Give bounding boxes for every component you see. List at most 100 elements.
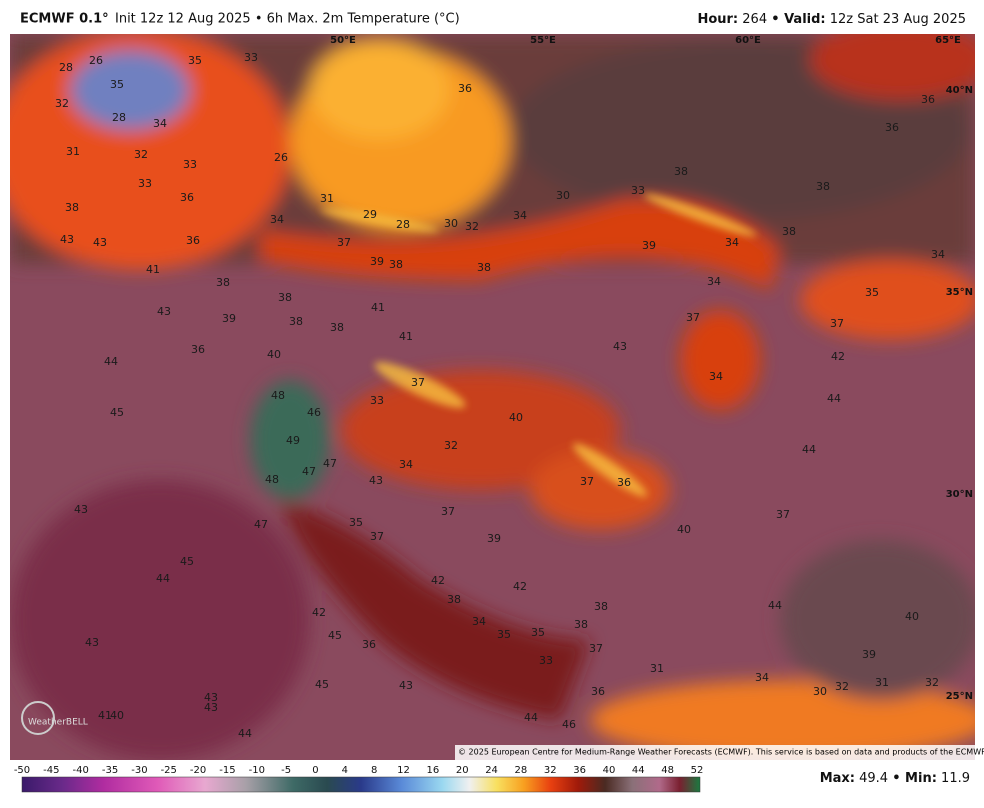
temperature-label: 33 [183,158,197,171]
temperature-label: 34 [707,275,721,288]
model-name: ECMWF 0.1° [20,12,109,27]
temperature-label: 45 [180,555,194,568]
temperature-label: 35 [110,78,124,91]
copyright-box [455,745,975,760]
min-label: • Min: [892,771,937,786]
temperature-label: 34 [399,458,413,471]
temperature-label: 41 [399,330,413,343]
temperature-label: 35 [865,286,879,299]
temperature-label: 26 [89,54,103,67]
temperature-label: 34 [270,213,284,226]
temperature-label: 37 [441,505,455,518]
temperature-label: 42 [831,350,845,363]
temperature-label: 34 [513,209,527,222]
colorbar-tick-label: 12 [397,765,410,776]
longitude-label: 50°E [330,35,356,46]
longitude-label: 55°E [530,35,556,46]
colorbar-tick-label: 8 [371,765,377,776]
temperature-label: 36 [591,685,605,698]
max-label: Max: [820,771,855,786]
temperature-label: 30 [556,189,570,202]
temperature-label: 35 [349,516,363,529]
temperature-label: 34 [709,370,723,383]
temperature-label: 32 [465,220,479,233]
colorbar-tick-label: 16 [427,765,440,776]
latitude-label: 30°N [946,489,973,500]
temperature-label: 40 [905,610,919,623]
colorbar [21,776,701,793]
temperature-label: 38 [278,291,292,304]
temperature-label: 44 [802,443,816,456]
temperature-label: 38 [216,276,230,289]
temperature-label: 38 [65,201,79,214]
temperature-label: 43 [93,236,107,249]
colorbar-tick-label: 52 [691,765,704,776]
temperature-label: 41 [146,263,160,276]
temperature-label: 36 [180,191,194,204]
temperature-label: 36 [186,234,200,247]
temperature-label: 42 [513,580,527,593]
temperature-label: 49 [286,434,300,447]
temperature-label: 42 [312,606,326,619]
hour-label: Hour: [697,12,738,27]
colorbar-tick-label: -15 [219,765,235,776]
temperature-label: 47 [302,465,316,478]
temperature-label: 39 [222,312,236,325]
temperature-label: 35 [531,626,545,639]
temperature-label: 39 [642,239,656,252]
latitude-label: 40°N [946,85,973,96]
colorbar-tick-label: 44 [632,765,645,776]
temperature-label: 48 [265,473,279,486]
temperature-label: 43 [74,503,88,516]
colorbar-tick-label: -35 [102,765,118,776]
temperature-label: 37 [337,236,351,249]
temperature-label: 33 [244,51,258,64]
temperature-label: 37 [589,642,603,655]
temperature-label: 44 [768,599,782,612]
latitude-label: 25°N [946,691,973,702]
colorbar-tick-label: 24 [485,765,498,776]
temperature-label: 45 [110,406,124,419]
colorbar-tick-label: 20 [456,765,469,776]
temperature-label: 41 [98,709,112,722]
temperature-label: 44 [156,572,170,585]
temperature-label: 48 [271,389,285,402]
colorbar-tick-label: 4 [342,765,348,776]
copyright: © 2025 European Centre for Medium-Range … [458,748,984,757]
temperature-label: 32 [134,148,148,161]
longitude-label: 60°E [735,35,761,46]
temperature-label: 34 [755,671,769,684]
temperature-label: 34 [725,236,739,249]
temperature-label: 40 [110,709,124,722]
temperature-label: 43 [204,701,218,714]
temperature-label: 45 [328,629,342,642]
temperature-label: 33 [631,184,645,197]
temperature-label: 43 [369,474,383,487]
valid-label: • Valid: [771,12,825,27]
temperature-label: 39 [370,255,384,268]
temperature-label: 38 [594,600,608,613]
colorbar-tick-label: 40 [603,765,616,776]
colorbar-tick-label: 48 [661,765,674,776]
temperature-label: 36 [191,343,205,356]
colorbar-tick-label: -10 [249,765,265,776]
temperature-label: 32 [55,97,69,110]
logo-icon [21,701,55,735]
temperature-label: 34 [931,248,945,261]
description: Init 12z 12 Aug 2025 • 6h Max. 2m Temper… [115,12,460,27]
temperature-label: 44 [104,355,118,368]
logo: WeatherBELL [28,718,88,728]
temperature-label: 38 [816,180,830,193]
temperature-label: 39 [487,532,501,545]
temperature-label: 38 [389,258,403,271]
temperature-label: 32 [444,439,458,452]
temperature-label: 31 [320,192,334,205]
temperature-label: 36 [458,82,472,95]
temperature-label: 36 [362,638,376,651]
temperature-label: 34 [472,615,486,628]
temperature-label: 37 [370,530,384,543]
temperature-label: 31 [650,662,664,675]
temperature-label: 35 [497,628,511,641]
min: 11.9 [941,771,970,786]
